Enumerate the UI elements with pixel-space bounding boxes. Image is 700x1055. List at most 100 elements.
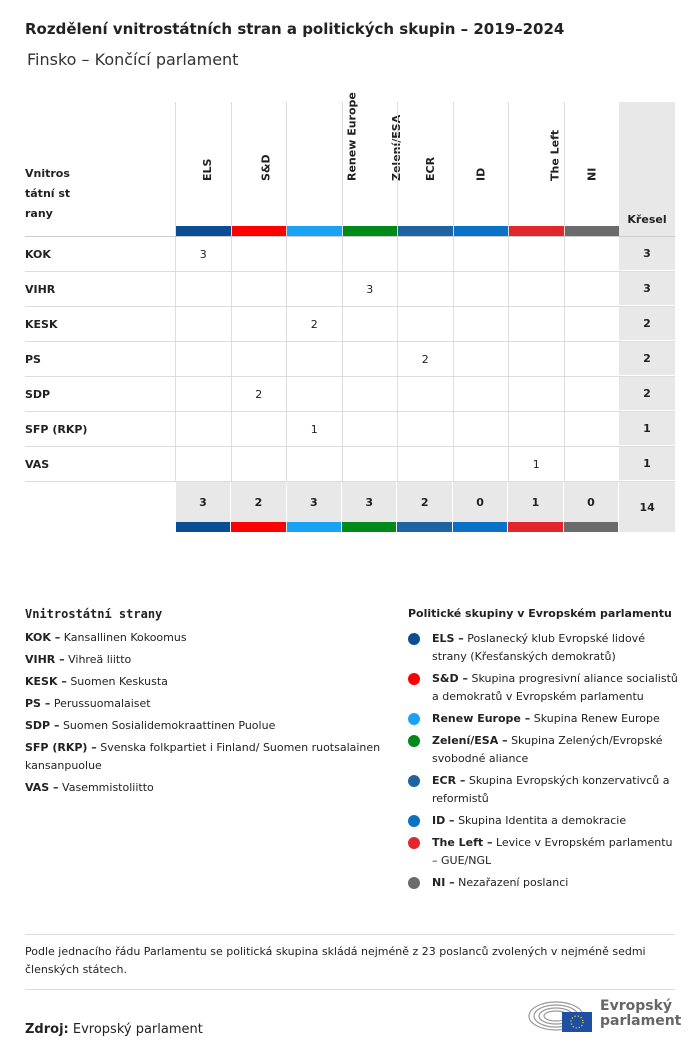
seat-cell	[230, 237, 287, 271]
seat-cell	[230, 342, 287, 376]
seat-cell	[508, 342, 564, 376]
group-color-bar	[286, 522, 342, 532]
seat-cell	[341, 447, 398, 481]
party-legend-item: KOK – Kansallinen Kokoomus	[25, 629, 385, 647]
party-full-name: Suomen Keskusta	[70, 675, 168, 688]
seat-cell	[563, 377, 620, 411]
seat-cell: 3	[341, 272, 398, 306]
source-label: Zdroj:	[25, 1022, 69, 1037]
seat-cell	[341, 377, 398, 411]
seat-cell	[341, 342, 398, 376]
group-abbr: S&D –	[432, 672, 468, 685]
party-name: KESK	[25, 317, 58, 331]
party-seats: 1	[619, 447, 675, 481]
row-header: Vnitrostátní strany	[25, 167, 71, 220]
group-color-dot	[408, 837, 420, 849]
party-seats: 2	[619, 342, 675, 376]
group-color-dot	[408, 815, 420, 827]
group-legend-item: The Left – Levice v Evropském parlamentu…	[408, 834, 678, 870]
seat-cell: 1	[508, 447, 564, 481]
seat-cell	[230, 447, 287, 481]
table-row: VIHR 3 3	[25, 272, 675, 307]
seat-cell	[341, 412, 398, 446]
group-total-value: 3	[365, 495, 374, 509]
party-legend-item: PS – Perussuomalaiset	[25, 695, 385, 713]
seat-cell	[508, 377, 564, 411]
group-full-name: Skupina Evropských konzervativců a refor…	[432, 774, 670, 805]
group-color-bar	[398, 226, 453, 236]
table-row: SDP 2 2	[25, 377, 675, 412]
chart-title: Rozdělení vnitrostátních stran a politic…	[25, 20, 565, 38]
seat-cell	[397, 377, 453, 411]
group-legend-item: ECR – Skupina Evropských konzervativců a…	[408, 772, 678, 808]
group-color-bar	[564, 226, 619, 236]
group-total-value: 2	[254, 495, 263, 509]
table-header: Vnitrostátní strany ELS S&D Renew Europe Ze…	[25, 92, 675, 237]
group-color-bar	[231, 226, 286, 236]
seat-cell	[230, 272, 287, 306]
group-header: ELS	[175, 102, 231, 236]
party-legend: Vnitrostátní strany KOK – Kansallinen Ko…	[25, 607, 385, 801]
seat-cell	[397, 307, 453, 341]
seat-cell	[175, 412, 231, 446]
group-full-name: Skupina Identita a demokracie	[458, 814, 627, 827]
seat-cell	[397, 412, 453, 446]
total-seats: 14	[619, 482, 676, 532]
group-color-dot	[408, 735, 420, 747]
table-row: KOK 3 3	[25, 237, 675, 272]
seat-cell	[175, 272, 231, 306]
party-full-name: Suomen Sosialidemokraattinen Puolue	[62, 719, 276, 732]
group-color-bar	[342, 226, 397, 236]
seat-cell	[452, 447, 509, 481]
group-color-dot	[408, 673, 420, 685]
party-legend-item: SFP (RKP) – Svenska folkpartiet i Finlan…	[25, 739, 385, 775]
group-total: 0	[562, 482, 619, 532]
group-color-bar	[452, 522, 508, 532]
table-row: VAS 1 1	[25, 447, 675, 482]
seat-cell: 3	[175, 237, 231, 271]
seat-cell	[452, 237, 509, 271]
party-full-name: Vasemmistoliitto	[62, 781, 154, 794]
seat-cell	[508, 237, 564, 271]
group-header: S&D	[230, 102, 286, 236]
chart-subtitle: Finsko – Končící parlament	[27, 50, 239, 69]
seat-cell	[563, 307, 620, 341]
party-legend-item: VAS – Vasemmistoliitto	[25, 779, 385, 797]
group-legend-title: Politické skupiny v Evropském parlamentu	[408, 607, 672, 620]
seat-cell	[286, 377, 342, 411]
party-legend-item: VIHR – Vihreä liitto	[25, 651, 385, 669]
group-total-value: 2	[420, 495, 429, 509]
group-color-dot	[408, 713, 420, 725]
seat-cell	[508, 412, 564, 446]
party-full-name: Perussuomalaiset	[53, 697, 151, 710]
seat-cell	[452, 412, 509, 446]
group-total: 2	[230, 482, 286, 532]
group-label: ECR	[424, 156, 438, 181]
table-row: PS 2 2	[25, 342, 675, 377]
party-legend-title: Vnitrostátní strany	[25, 607, 163, 621]
group-total: 3	[341, 482, 397, 532]
group-color-bar	[231, 522, 286, 532]
hemicycle-icon	[528, 1001, 592, 1032]
group-abbr: ID –	[432, 814, 455, 827]
group-full-name: Skupina Renew Europe	[533, 712, 660, 725]
seat-cell	[341, 237, 398, 271]
seat-cell	[452, 342, 509, 376]
seat-cell	[508, 272, 564, 306]
party-seats: 3	[619, 272, 675, 306]
seat-cell	[175, 447, 231, 481]
group-header: Zelení/ESA	[341, 102, 403, 236]
group-total: 0	[451, 482, 508, 532]
seat-cell	[397, 237, 453, 271]
group-color-dot	[408, 633, 420, 645]
seat-cell: 2	[230, 377, 287, 411]
group-total-value: 0	[587, 495, 595, 509]
group-full-name: Skupina progresivní aliance socialistů a…	[432, 672, 678, 703]
group-abbr: The Left –	[432, 836, 493, 849]
totals-row: 3 2 3 3 2 0 1 0 14	[25, 482, 676, 532]
group-legend: Politické skupiny v Evropském parlamentu…	[408, 607, 678, 896]
seat-cell	[230, 412, 287, 446]
seat-cell	[341, 307, 398, 341]
logo-line1: Evropský	[600, 998, 673, 1014]
group-total: 1	[507, 482, 563, 532]
